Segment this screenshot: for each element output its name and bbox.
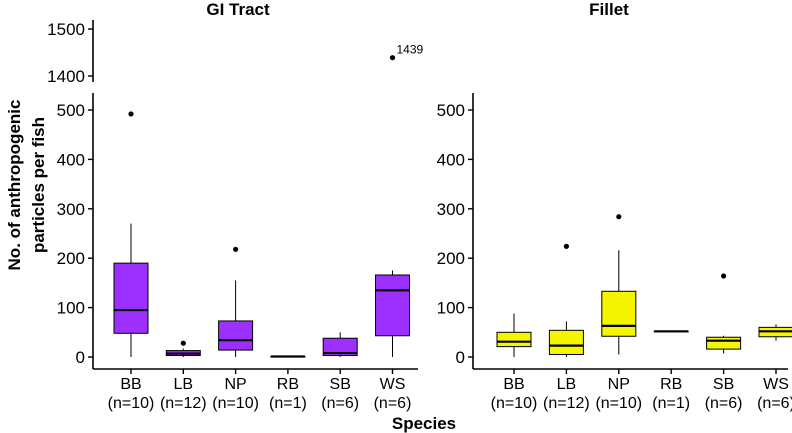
panel-title-gi-tract: GI Tract	[206, 0, 270, 19]
gi-box-sb	[322, 337, 358, 357]
fillet-outlier-point-sb	[721, 273, 727, 279]
gi-outlier-point-lb	[180, 340, 186, 346]
gi-sample-size-label: (n=10)	[212, 395, 259, 412]
gi-box-np	[218, 320, 254, 351]
gi-sample-size-label: (n=6)	[321, 395, 359, 412]
gi-x-tick-label: WS	[380, 376, 406, 393]
fillet-sample-size-label: (n=10)	[595, 395, 642, 412]
gi-upper-y-tick-label: 1400	[47, 67, 85, 86]
gi-y-tick-label: 500	[57, 101, 85, 120]
x-axis-title: Species	[392, 414, 456, 433]
fillet-outlier-point-lb	[563, 243, 570, 249]
fillet-x-tick-label: SB	[713, 376, 734, 393]
fillet-x-tick-label: WS	[763, 376, 789, 393]
y-axis-title-line1: No. of anthropogenic	[5, 100, 24, 271]
gi-y-tick-label: 300	[57, 200, 85, 219]
gi-y-tick-label: 200	[57, 249, 85, 268]
fillet-outlier-point-np	[616, 214, 622, 220]
gi-y-tick-label: 400	[57, 150, 85, 169]
fillet-x-tick-label: RB	[660, 376, 682, 393]
fillet-sample-size-label: (n=6)	[757, 395, 792, 412]
gi-outlier-annotation: 1439	[397, 43, 424, 57]
fillet-x-tick-label: NP	[608, 376, 630, 393]
gi-x-tick-label: NP	[224, 376, 246, 393]
panel-title-fillet: Fillet	[589, 0, 629, 19]
gi-y-tick-label: 100	[57, 299, 85, 318]
fillet-box-lb	[548, 329, 584, 356]
fillet-box-bb	[496, 331, 532, 348]
gi-x-tick-label: RB	[277, 376, 299, 393]
fillet-y-tick-label: 100	[437, 299, 465, 318]
fillet-y-tick-label: 500	[437, 101, 465, 120]
fillet-sample-size-label: (n=1)	[652, 395, 690, 412]
gi-sample-size-label: (n=1)	[269, 395, 307, 412]
fillet-y-tick-label: 400	[437, 150, 465, 169]
fillet-x-tick-label: BB	[503, 376, 524, 393]
gi-x-tick-label: SB	[330, 376, 351, 393]
gi-box-ws	[375, 274, 410, 337]
fillet-y-tick-label: 0	[456, 348, 465, 367]
gi-sample-size-label: (n=6)	[374, 395, 412, 412]
gi-y-tick-label: 0	[76, 348, 85, 367]
fillet-sample-size-label: (n=6)	[705, 395, 743, 412]
fillet-box-sb	[706, 336, 742, 350]
gi-x-tick-label: LB	[174, 376, 194, 393]
fillet-sample-size-label: (n=12)	[543, 395, 590, 412]
gi-sample-size-label: (n=12)	[160, 395, 207, 412]
fillet-y-tick-label: 200	[437, 249, 465, 268]
fillet-sample-size-label: (n=10)	[491, 395, 538, 412]
gi-outlier-point-bb	[128, 111, 134, 117]
gi-sample-size-label: (n=10)	[108, 395, 155, 412]
gi-outlier-point-np	[233, 246, 239, 252]
y-axis-title-line2: particles per fish	[29, 117, 48, 253]
fillet-box-np	[601, 290, 637, 337]
gi-outlier-point-ws	[389, 55, 396, 61]
gi-box-bb	[113, 262, 149, 334]
gi-upper-y-tick-label: 1500	[47, 20, 85, 39]
fillet-x-tick-label: LB	[557, 376, 577, 393]
fillet-y-tick-label: 300	[437, 200, 465, 219]
gi-x-tick-label: BB	[120, 376, 141, 393]
